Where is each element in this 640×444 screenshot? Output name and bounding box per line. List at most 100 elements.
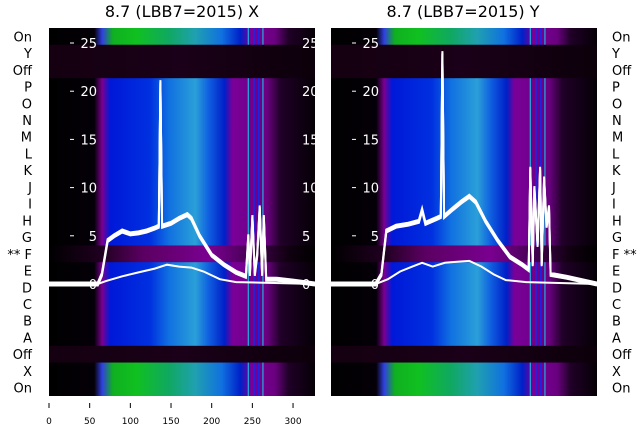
y-tick-label: 15 (80, 133, 97, 148)
y-tick-label: 20 (80, 85, 97, 100)
y-tick-label: 15 (362, 133, 379, 148)
heatmap-row (331, 44, 597, 62)
row-label: Y (611, 47, 620, 62)
x-tick-label: 100 (122, 417, 139, 427)
row-label: Y (23, 47, 32, 62)
row-label: K (612, 164, 621, 179)
panel-title: 8.7 (LBB7=2015) Y (386, 2, 539, 21)
heatmap-row (49, 245, 315, 263)
x-tick-label: 0 (46, 417, 52, 427)
heatmap-row (331, 61, 597, 79)
y-tick-label-right: 15 (302, 133, 319, 148)
heatmap-row (331, 111, 597, 129)
y-tick-label: 10 (362, 182, 379, 197)
y-tick-label: 25 (362, 37, 379, 52)
heatmap-row (331, 312, 597, 330)
y-tick-label: 5 (371, 230, 379, 245)
row-label: P (612, 81, 620, 96)
y-tick-label-right: 10 (302, 182, 319, 197)
row-label: Off (13, 64, 33, 79)
row-label: X (23, 365, 32, 380)
row-label: H (22, 214, 32, 229)
row-label: K (23, 164, 32, 179)
panel-x: 8.7 (LBB7=2015) X 0 0 5 5 10 10 15 15 20 20 25 25 On Y… (7, 2, 319, 427)
heatmap-row (49, 111, 315, 129)
row-label: ** F (7, 248, 32, 263)
row-label: M (612, 131, 623, 146)
row-label: O (612, 97, 622, 112)
row-label: F ** (612, 248, 637, 263)
y-tick-label: 20 (362, 85, 379, 100)
row-label: J (27, 181, 32, 196)
row-label: H (612, 214, 622, 229)
row-label: L (25, 147, 33, 162)
y-tick-label-right: 5 (302, 230, 310, 245)
x-tick-label: 300 (284, 417, 301, 427)
row-label: C (612, 298, 621, 313)
series-line-lower (331, 259, 597, 285)
heatmap-row (49, 44, 315, 62)
heatmap-row (331, 345, 597, 364)
row-label: E (612, 265, 620, 280)
row-label: A (23, 331, 32, 346)
x-tick-label: 200 (203, 417, 220, 427)
row-label: On (14, 30, 32, 45)
row-label: L (612, 147, 620, 162)
x-tick-label: 250 (244, 417, 261, 427)
row-label: O (22, 97, 32, 112)
row-label: M (21, 131, 32, 146)
row-label: On (14, 382, 32, 397)
panel-title: 8.7 (LBB7=2015) X (105, 2, 259, 21)
row-label: X (612, 365, 621, 380)
heatmap-row (331, 329, 597, 347)
y-tick-label-right: 25 (302, 37, 319, 52)
row-label: On (612, 382, 630, 397)
row-label: E (24, 265, 32, 280)
heatmap-row (49, 329, 315, 347)
y-tick-label-right: 0 (302, 278, 310, 293)
y-tick-label-right: 20 (302, 85, 319, 100)
heatmap-row (331, 161, 597, 180)
row-label: A (612, 331, 621, 346)
row-label: D (612, 281, 622, 296)
row-label: G (612, 231, 622, 246)
series-line-upper (49, 83, 315, 287)
series-line-lower (49, 263, 315, 285)
row-label: Off (612, 64, 632, 79)
row-label: D (22, 281, 32, 296)
x-tick-label: 150 (162, 417, 179, 427)
series-line-upper (331, 54, 597, 287)
row-label: J (611, 181, 616, 196)
row-label: N (612, 114, 622, 129)
y-tick-label: 5 (89, 230, 97, 245)
heatmap-row (49, 61, 315, 79)
heatmap-row (331, 379, 597, 396)
x-tick-label: 50 (84, 417, 96, 427)
heatmap-row (49, 362, 315, 380)
heatmap-row (49, 195, 315, 213)
row-label: B (23, 315, 32, 330)
row-label: C (23, 298, 32, 313)
heatmap-row (49, 345, 315, 364)
row-label: P (24, 81, 32, 96)
heatmap-row (49, 379, 315, 396)
y-tick-label: 25 (80, 37, 97, 52)
row-label: N (22, 114, 32, 129)
heatmap-row (331, 245, 597, 263)
heatmap-row (331, 212, 597, 230)
row-label: G (22, 231, 32, 246)
row-label: B (612, 315, 621, 330)
heatmap-row (49, 312, 315, 330)
row-label: On (612, 30, 630, 45)
heatmap-row (49, 295, 315, 313)
row-label: I (28, 198, 32, 213)
row-label: Off (13, 348, 33, 363)
y-tick-label: 10 (80, 182, 97, 197)
heatmap-row (331, 295, 597, 313)
heatmap-row (49, 161, 315, 180)
heatmap-row (331, 362, 597, 380)
